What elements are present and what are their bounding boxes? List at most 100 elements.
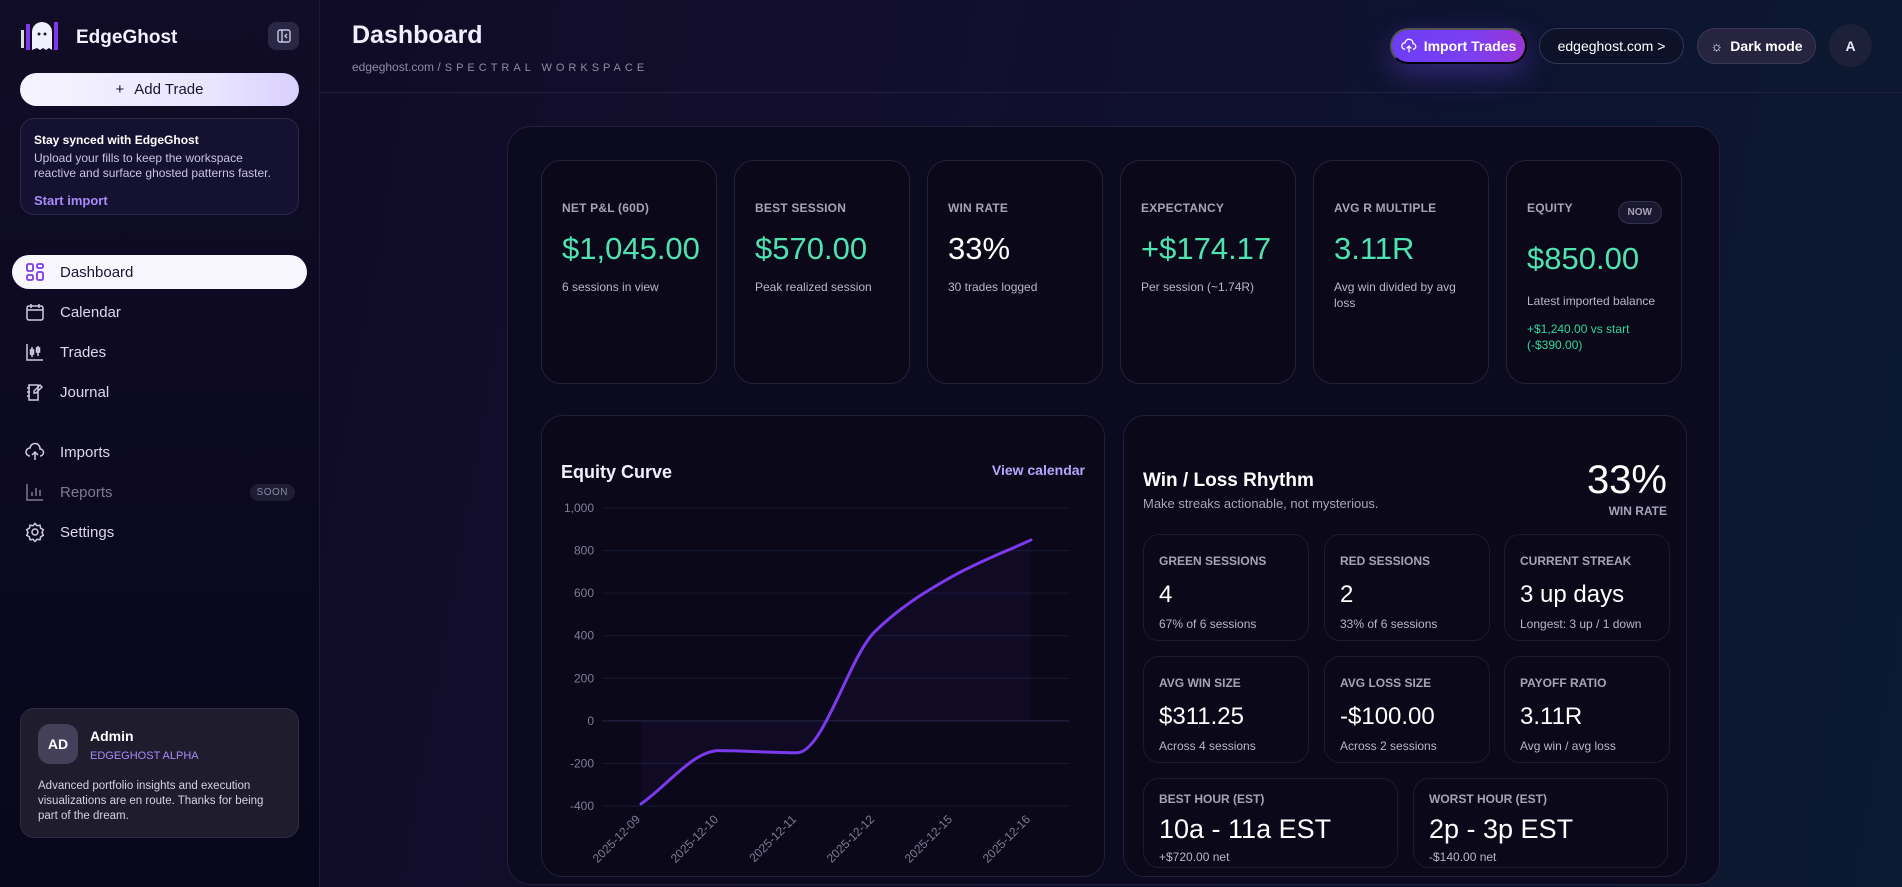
kpi-subtext: Latest imported balance xyxy=(1527,294,1656,308)
logo[interactable]: EdgeGhost xyxy=(20,20,177,56)
site-link-button[interactable]: edgeghost.com > xyxy=(1539,28,1684,64)
win-loss-title: Win / Loss Rhythm xyxy=(1143,470,1314,491)
stat-subtext: Avg win / avg loss xyxy=(1520,739,1616,753)
stat-card: PAYOFF RATIO 3.11R Avg win / avg loss xyxy=(1504,656,1670,763)
stat-label: CURRENT STREAK xyxy=(1520,554,1632,568)
user-avatar-button[interactable]: A xyxy=(1829,24,1872,67)
win-loss-subtitle: Make streaks actionable, not mysterious. xyxy=(1143,496,1379,511)
dark-mode-label: Dark mode xyxy=(1730,38,1803,54)
user-card: AD Admin EDGEGHOST ALPHA Advanced portfo… xyxy=(20,708,299,838)
kpi-card: BEST SESSION $570.00 Peak realized session xyxy=(734,160,910,384)
sync-body: Upload your fills to keep the workspace … xyxy=(34,151,271,180)
hour-subtext: -$140.00 net xyxy=(1429,850,1497,864)
sidebar-item-settings[interactable]: Settings xyxy=(12,515,307,549)
kpi-value: +$174.17 xyxy=(1141,231,1272,266)
gear-icon xyxy=(25,522,45,542)
hour-subtext: +$720.00 net xyxy=(1159,850,1230,864)
page-title: Dashboard xyxy=(352,21,483,49)
sidebar-item-reports[interactable]: Reports SOON xyxy=(12,475,307,509)
ghost-logo-icon xyxy=(21,22,58,50)
kpi-subtext: Avg win divided by avg loss xyxy=(1334,280,1456,310)
sidebar-item-label: Trades xyxy=(60,343,107,361)
sidebar: EdgeGhost + Add Trade Stay synced with Ed… xyxy=(0,0,320,887)
stat-card: GREEN SESSIONS 4 67% of 6 sessions xyxy=(1143,534,1309,641)
kpi-label: AVG R MULTIPLE xyxy=(1334,201,1437,215)
user-role: EDGEGHOST ALPHA xyxy=(90,750,199,762)
user-avatar[interactable]: AD xyxy=(38,724,78,764)
collapse-sidebar-button[interactable] xyxy=(268,22,299,50)
user-note: Advanced portfolio insights and executio… xyxy=(38,780,264,822)
kpi-label: BEST SESSION xyxy=(755,201,847,215)
sidebar-item-label: Reports xyxy=(60,483,113,501)
stat-value: $311.25 xyxy=(1159,703,1244,730)
start-import-link[interactable]: Start import xyxy=(34,193,108,208)
dark-mode-toggle[interactable]: ☼ Dark mode xyxy=(1697,28,1816,64)
sync-title: Stay synced with EdgeGhost xyxy=(34,133,199,147)
x-tick-label: 2025-12-15 xyxy=(902,812,956,866)
y-tick-label: 0 xyxy=(587,714,594,728)
stat-label: RED SESSIONS xyxy=(1340,554,1431,568)
kpi-label: WIN RATE xyxy=(948,201,1009,215)
stat-card: AVG LOSS SIZE -$100.00 Across 2 sessions xyxy=(1324,656,1490,763)
kpi-card: WIN RATE 33% 30 trades logged xyxy=(927,160,1103,384)
sidebar-item-trades[interactable]: Trades xyxy=(12,335,307,369)
stat-card: RED SESSIONS 2 33% of 6 sessions xyxy=(1324,534,1490,641)
stat-value: 3.11R xyxy=(1520,703,1583,730)
kpi-value: 33% xyxy=(948,231,1011,266)
y-tick-label: 1,000 xyxy=(564,501,594,515)
hour-value: 10a - 11a EST xyxy=(1159,814,1332,844)
stat-subtext: Longest: 3 up / 1 down xyxy=(1520,617,1642,631)
win-rate-label: WIN RATE xyxy=(1608,504,1667,518)
x-tick-label: 2025-12-12 xyxy=(824,812,878,866)
import-trades-label: Import Trades xyxy=(1423,38,1517,54)
breadcrumb-workspace: SPECTRAL WORKSPACE xyxy=(444,62,649,74)
breadcrumb-separator: / xyxy=(437,60,441,74)
soon-badge: SOON xyxy=(249,483,295,501)
calendar-icon xyxy=(26,304,44,321)
candlestick-icon xyxy=(26,344,43,361)
add-trade-button[interactable]: + Add Trade xyxy=(20,73,299,106)
y-tick-label: 600 xyxy=(574,586,594,600)
kpi-label: NET P&L (60D) xyxy=(562,201,650,215)
journal-icon xyxy=(27,383,44,401)
sidebar-item-calendar[interactable]: Calendar xyxy=(12,295,307,329)
x-tick-label: 2025-12-16 xyxy=(980,812,1034,866)
hour-label: BEST HOUR (EST) xyxy=(1159,792,1265,806)
stat-subtext: 67% of 6 sessions xyxy=(1159,617,1257,631)
y-tick-label: -200 xyxy=(570,756,594,770)
x-tick-label: 2025-12-11 xyxy=(746,812,799,865)
y-tick-label: 200 xyxy=(574,671,594,685)
sidebar-item-dashboard[interactable]: Dashboard xyxy=(12,255,307,289)
kpi-value: $570.00 xyxy=(755,231,868,266)
stat-value: 4 xyxy=(1159,581,1173,608)
hour-card: BEST HOUR (EST) 10a - 11a EST +$720.00 net xyxy=(1143,778,1398,868)
sidebar-item-journal[interactable]: Journal xyxy=(12,375,307,409)
equity-area xyxy=(641,539,1031,804)
top-header: Dashboard edgeghost.com / SPECTRAL WORKSP… xyxy=(320,0,1902,93)
user-name: Admin xyxy=(90,728,134,744)
sidebar-item-label: Imports xyxy=(60,443,111,461)
sun-icon: ☼ xyxy=(1710,38,1724,54)
kpi-value: $1,045.00 xyxy=(562,231,700,266)
y-tick-label: 800 xyxy=(574,544,594,558)
sidebar-item-imports[interactable]: Imports xyxy=(12,435,307,469)
view-calendar-link[interactable]: View calendar xyxy=(991,462,1085,478)
kpi-card: NET P&L (60D) $1,045.00 6 sessions in view xyxy=(541,160,717,384)
stat-subtext: Across 2 sessions xyxy=(1340,739,1437,753)
sidebar-item-label: Dashboard xyxy=(60,263,134,281)
dashboard-panel: NET P&L (60D) $1,045.00 6 sessions in view… xyxy=(507,126,1720,885)
sidebar-item-label: Calendar xyxy=(60,303,121,321)
bar-chart-icon xyxy=(26,484,43,501)
kpi-subtext: 30 trades logged xyxy=(948,280,1038,294)
stat-value: 2 xyxy=(1340,581,1354,608)
win-loss-card: Win / Loss Rhythm Make streaks actionabl… xyxy=(1123,415,1687,877)
breadcrumb-site[interactable]: edgeghost.com xyxy=(352,60,435,74)
import-trades-button[interactable]: Import Trades xyxy=(1390,28,1527,64)
hour-value: 2p - 3p EST xyxy=(1429,814,1574,844)
stat-subtext: 33% of 6 sessions xyxy=(1340,617,1438,631)
y-tick-label: -400 xyxy=(570,799,594,813)
equity-line xyxy=(639,538,1033,806)
equity-curve-card: Equity Curve View calendar 1,000 800 600 40… xyxy=(541,415,1105,877)
kpi-card: EQUITY NOW $850.00 Latest imported balance +… xyxy=(1506,160,1682,384)
